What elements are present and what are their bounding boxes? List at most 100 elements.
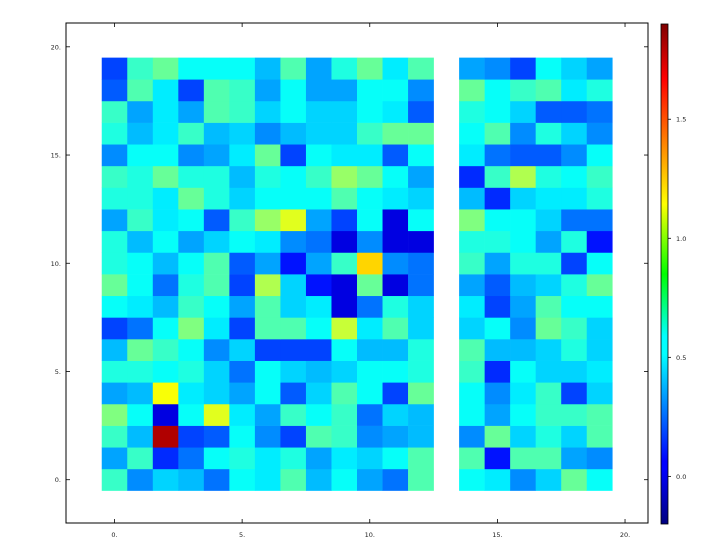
- heatmap-cell: [203, 209, 230, 232]
- heatmap-cell: [459, 100, 485, 123]
- heatmap-cell: [586, 230, 613, 253]
- heatmap-cell: [586, 382, 613, 405]
- colorbar-tick-label: 0.5: [676, 354, 686, 362]
- heatmap-cell: [484, 100, 511, 123]
- heatmap-cell: [357, 339, 383, 361]
- heatmap-cell: [382, 468, 409, 491]
- heatmap-cell: [280, 165, 307, 188]
- heatmap-cell: [127, 382, 154, 405]
- heatmap-cell: [586, 209, 613, 232]
- heatmap-cell: [254, 360, 281, 383]
- heatmap-cell: [561, 252, 588, 275]
- heatmap-cell: [586, 403, 613, 426]
- heatmap-cell: [178, 274, 205, 297]
- heatmap-cell: [408, 403, 434, 426]
- heatmap-cell: [203, 360, 230, 383]
- heatmap-cell: [586, 468, 613, 491]
- heatmap-cell: [152, 100, 179, 123]
- heatmap-cell: [127, 100, 154, 123]
- heatmap-cell: [254, 209, 281, 232]
- heatmap-cell: [152, 144, 179, 167]
- heatmap-cell: [229, 252, 256, 275]
- heatmap-cell: [305, 165, 332, 188]
- heatmap-cell: [408, 209, 434, 232]
- heatmap-cell: [484, 122, 511, 145]
- heatmap-cell: [101, 447, 128, 470]
- heatmap-cell: [127, 447, 154, 470]
- heatmap-cell: [357, 252, 383, 275]
- heatmap-cell: [229, 425, 256, 448]
- heatmap-cell: [535, 100, 562, 123]
- heatmap-cell: [459, 360, 485, 383]
- heatmap-cell: [535, 360, 562, 383]
- heatmap-cell: [357, 209, 383, 232]
- heatmap-cell: [101, 144, 128, 167]
- heatmap-cell: [203, 468, 230, 491]
- heatmap-cell: [535, 144, 562, 167]
- heatmap-cell: [127, 425, 154, 448]
- heatmap-cell: [561, 230, 588, 253]
- heatmap-cell: [535, 295, 562, 318]
- heatmap-cell: [280, 425, 307, 448]
- heatmap-cell: [586, 317, 613, 340]
- heatmap-cell: [408, 252, 434, 275]
- heatmap-cell: [459, 295, 485, 318]
- heatmap-cell: [408, 339, 434, 361]
- heatmap-cell: [561, 274, 588, 297]
- heatmap-cell: [254, 339, 281, 361]
- heatmap-cell: [101, 100, 128, 123]
- colorbar-tick-label: 1.0: [676, 235, 686, 243]
- heatmap-cell: [586, 57, 613, 80]
- heatmap-cell: [203, 274, 230, 297]
- y-tick-label: 5.: [55, 368, 61, 376]
- heatmap-cell: [305, 187, 332, 210]
- heatmap-cell: [254, 252, 281, 275]
- heatmap-cell: [586, 144, 613, 167]
- heatmap-cell: [178, 360, 205, 383]
- heatmap-cell: [203, 230, 230, 253]
- colorbar: [660, 23, 669, 525]
- heatmap-cell: [229, 295, 256, 318]
- heatmap-cell: [484, 209, 511, 232]
- heatmap-cell: [331, 447, 358, 470]
- heatmap-cell: [561, 100, 588, 123]
- heatmap-cell: [561, 187, 588, 210]
- heatmap-cell: [229, 144, 256, 167]
- heatmap-cell: [510, 230, 536, 253]
- heatmap-cell: [510, 295, 536, 318]
- heatmap-cell: [357, 447, 383, 470]
- heatmap-cell: [357, 274, 383, 297]
- heatmap-cell: [203, 57, 230, 80]
- heatmap-cell: [152, 79, 179, 102]
- heatmap-cell: [561, 468, 588, 491]
- heatmap-cell: [280, 360, 307, 383]
- heatmap-cell: [280, 274, 307, 297]
- heatmap-cell: [254, 144, 281, 167]
- heatmap-cell: [152, 122, 179, 145]
- heatmap-cell: [535, 403, 562, 426]
- heatmap-cell: [561, 425, 588, 448]
- heatmap-cell: [382, 339, 409, 361]
- heatmap-cell: [101, 360, 128, 383]
- heatmap-cell: [152, 382, 179, 405]
- heatmap-cell: [203, 317, 230, 340]
- heatmap-cell: [535, 425, 562, 448]
- heatmap-cell: [101, 122, 128, 145]
- heatmap-cell: [254, 165, 281, 188]
- heatmap-cell: [101, 165, 128, 188]
- heatmap-cell: [178, 100, 205, 123]
- heatmap-cell: [203, 187, 230, 210]
- heatmap-cell: [178, 57, 205, 80]
- heatmap-cell: [254, 274, 281, 297]
- heatmap-cell: [484, 57, 511, 80]
- heatmap-cell: [510, 274, 536, 297]
- heatmap-cell: [382, 295, 409, 318]
- heatmap-cell: [152, 187, 179, 210]
- heatmap-cell: [127, 79, 154, 102]
- heatmap-cell: [382, 274, 409, 297]
- heatmap-cell: [101, 403, 128, 426]
- heatmap-cell: [127, 468, 154, 491]
- heatmap-cell: [280, 295, 307, 318]
- heatmap-cell: [305, 252, 332, 275]
- y-tick-label: 0.: [55, 476, 61, 484]
